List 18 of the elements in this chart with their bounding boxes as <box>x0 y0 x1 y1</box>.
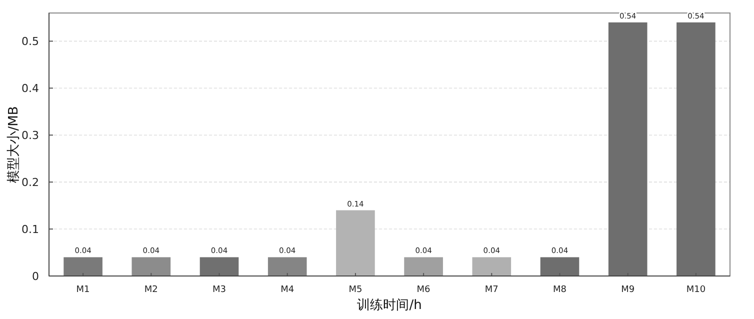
xtick: M8 <box>553 285 566 295</box>
xtick: M3 <box>212 285 226 295</box>
ylabel: 模型大小/MB <box>6 106 22 183</box>
ytick: 0.1 <box>22 223 39 236</box>
xtick: M1 <box>76 285 90 295</box>
xtick: M2 <box>144 285 158 295</box>
xtick: M6 <box>416 285 430 295</box>
ytick: 0.2 <box>22 176 39 190</box>
xlabel: 训练时间/h <box>357 298 422 313</box>
ytick: 0 <box>32 270 39 283</box>
xtick: M7 <box>484 285 498 295</box>
ytick: 0.4 <box>22 82 39 96</box>
ytick: 0.5 <box>22 35 39 48</box>
xtick: M4 <box>280 285 294 295</box>
xtick: M5 <box>348 285 362 295</box>
ytick: 0.3 <box>22 129 39 142</box>
xtick: M10 <box>686 285 706 295</box>
xtick: M9 <box>621 285 635 295</box>
